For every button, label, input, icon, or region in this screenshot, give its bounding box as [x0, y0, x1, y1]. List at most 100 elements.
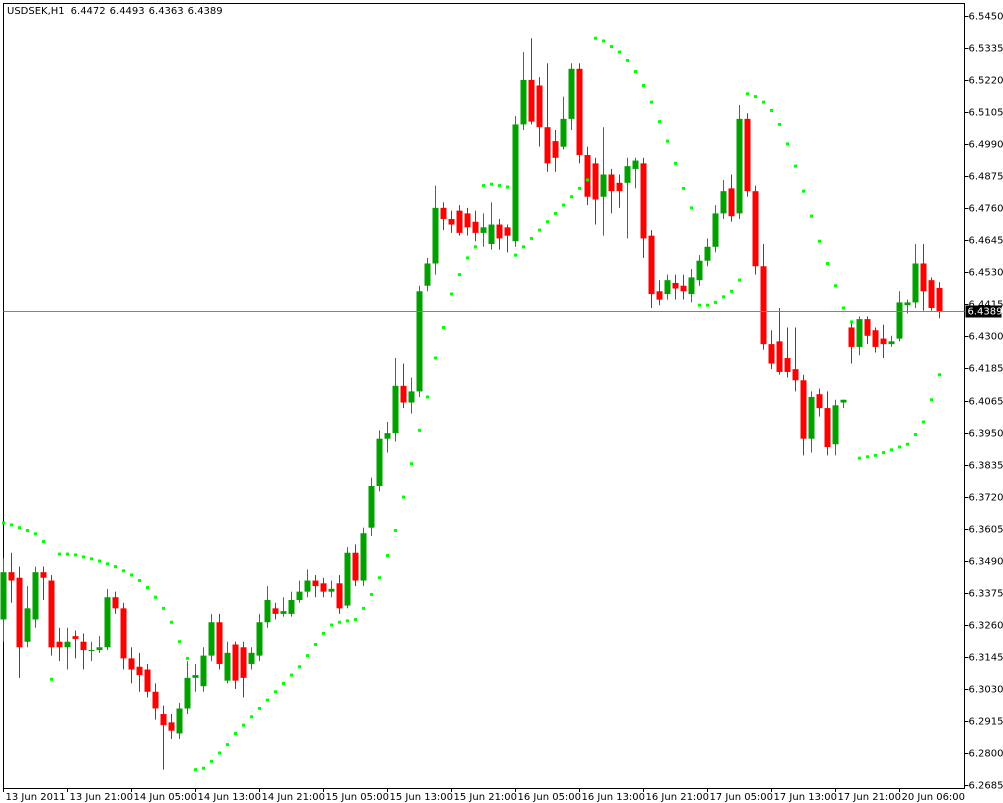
candle-body	[112, 597, 119, 609]
header-low: 6.4363	[149, 6, 184, 17]
candle-body	[768, 344, 775, 364]
sar-dot	[610, 45, 613, 49]
y-tick-label: 6.5335	[969, 44, 1003, 55]
sar-dot	[914, 433, 917, 437]
candle	[376, 430, 383, 492]
candle-body	[320, 583, 327, 592]
candle	[672, 274, 679, 300]
candle	[472, 210, 479, 242]
candle	[336, 574, 343, 614]
sar-dot	[562, 203, 565, 207]
sar-dot	[754, 95, 757, 99]
sar-dot	[306, 654, 309, 658]
candle	[48, 574, 55, 656]
candle	[264, 586, 271, 628]
candle	[296, 580, 303, 603]
candle-body	[280, 611, 287, 614]
candle-body	[640, 163, 647, 239]
candle	[384, 422, 391, 453]
sar-dot	[578, 186, 581, 190]
y-tick-label: 6.4300	[969, 332, 1003, 343]
candle	[728, 174, 735, 222]
candle-body	[120, 608, 127, 659]
candle	[648, 230, 655, 308]
candle-body	[216, 622, 223, 664]
y-tick-label: 6.4065	[969, 397, 1003, 408]
x-tick-label: 14 Jun 21:00	[262, 792, 326, 803]
candle	[936, 282, 943, 319]
candle-body	[584, 155, 591, 197]
candle-body	[368, 485, 375, 528]
candle	[752, 185, 759, 275]
candle-body	[16, 577, 23, 648]
sar-dot	[714, 300, 717, 304]
candle-body	[128, 658, 135, 670]
y-tick-label: 6.4530	[969, 268, 1003, 279]
sar-dot	[426, 395, 429, 399]
candle-body	[840, 399, 847, 403]
sar-dot	[474, 245, 477, 249]
candle	[744, 113, 751, 197]
header-open: 6.4472	[71, 6, 106, 17]
sar-dot	[810, 214, 813, 218]
candle-body	[528, 79, 535, 122]
candle-body	[400, 385, 407, 403]
candle-body	[720, 191, 727, 214]
sar-dot	[546, 220, 549, 224]
candle	[864, 316, 871, 345]
candle	[560, 96, 567, 150]
candle	[584, 146, 591, 206]
sar-dot	[82, 555, 85, 559]
candle-body	[632, 160, 639, 169]
x-tick-label: 14 Jun 13:00	[198, 792, 262, 803]
candle-body	[152, 691, 159, 709]
candle	[592, 157, 599, 225]
candle	[64, 627, 71, 670]
candle	[408, 377, 415, 414]
y-tick-label: 6.3720	[969, 493, 1003, 504]
candle	[280, 597, 287, 617]
candle-body	[24, 608, 31, 642]
candle-body	[808, 396, 815, 439]
candle	[872, 327, 879, 353]
sar-dot	[490, 182, 493, 186]
current-price-box	[965, 305, 1002, 318]
candle-body	[512, 124, 519, 242]
candle	[128, 647, 135, 684]
sar-dot	[58, 552, 61, 556]
candle-body	[680, 285, 687, 292]
candle	[56, 627, 63, 662]
candle	[168, 714, 175, 740]
sar-dot	[938, 373, 941, 377]
candle-body	[896, 302, 903, 339]
sar-dot	[842, 306, 845, 310]
candle	[792, 327, 799, 392]
x-tick-label: 13 Jun 21:00	[70, 792, 134, 803]
candle-body	[928, 280, 935, 308]
sar-dot	[554, 211, 557, 215]
candle-body	[912, 263, 919, 303]
candle	[544, 63, 551, 172]
sar-dot	[2, 521, 5, 525]
candle	[696, 255, 703, 286]
candle-body	[144, 669, 151, 692]
candle	[80, 633, 87, 670]
candle	[552, 129, 559, 172]
sar-dot	[906, 442, 909, 446]
candle-body	[176, 708, 183, 734]
candle	[488, 202, 495, 250]
sar-dot	[338, 620, 341, 624]
candle-body	[288, 599, 295, 614]
sar-dot	[594, 36, 597, 40]
candle	[616, 174, 623, 208]
candle-body	[328, 588, 335, 592]
sar-dot	[122, 569, 125, 573]
candle	[688, 269, 695, 303]
candle-body	[384, 433, 391, 439]
candle-body	[208, 622, 215, 656]
header-close: 6.4389	[188, 6, 223, 17]
x-tick-label: 16 Jun 13:00	[582, 792, 646, 803]
candle	[680, 274, 687, 300]
candle	[312, 574, 319, 598]
